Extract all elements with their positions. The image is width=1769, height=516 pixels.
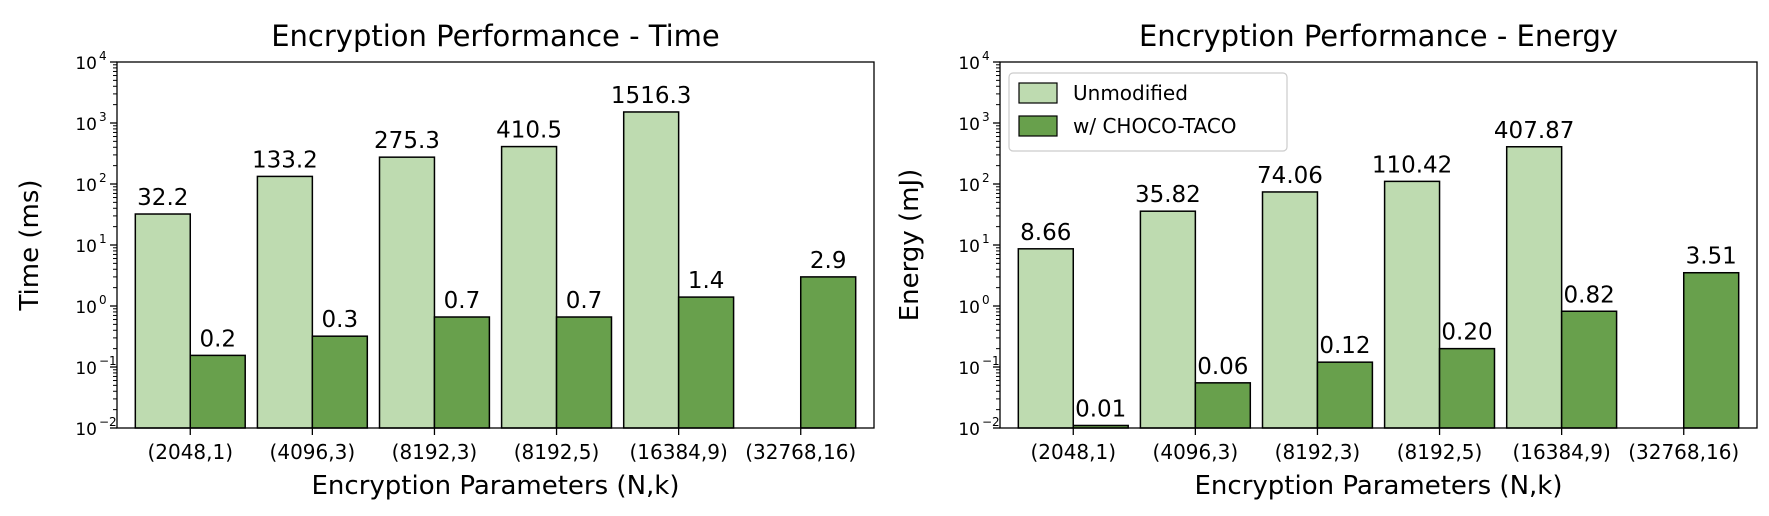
legend-label: Unmodified — [1073, 81, 1188, 105]
bar — [1560, 310, 1618, 429]
y-tick-exponent: 3 — [99, 110, 107, 124]
bar — [555, 316, 613, 429]
y-axis-label: Energy (mJ) — [895, 169, 925, 322]
data-label: 2.9 — [810, 248, 847, 274]
x-tick-label: (4096,3) — [270, 440, 356, 464]
data-label: 407.87 — [1494, 118, 1574, 144]
y-tick-exponent: −2 — [99, 415, 117, 429]
bar — [1017, 248, 1075, 429]
y-tick-exponent: 1 — [982, 232, 990, 246]
y-tick-exponent: 4 — [982, 49, 990, 63]
y-tick-label: 10 — [958, 298, 980, 318]
x-tick-label: (8192,5) — [514, 440, 600, 464]
data-label: 1.4 — [688, 268, 725, 294]
y-tick-label: 10 — [75, 298, 97, 318]
data-label: 74.06 — [1257, 163, 1323, 189]
data-label: 133.2 — [252, 147, 318, 173]
x-axis-label: Encryption Parameters (N,k) — [1195, 471, 1563, 501]
x-axis-label: Encryption Parameters (N,k) — [312, 471, 680, 501]
bar — [134, 213, 192, 429]
bar — [1139, 210, 1197, 429]
y-tick-label: 10 — [75, 237, 97, 257]
y-tick-label: 10 — [958, 359, 980, 379]
bar — [1505, 146, 1563, 429]
bar — [677, 296, 735, 429]
chart-panel-2: Encryption Performance - Energy 8.66 35.82… — [895, 19, 1758, 501]
data-label: 3.51 — [1686, 244, 1737, 270]
x-tick-label: (16384,9) — [629, 440, 727, 464]
bar — [1316, 361, 1374, 429]
data-label: 0.20 — [1441, 320, 1492, 346]
y-tick-exponent: −2 — [982, 415, 1000, 429]
bar — [1194, 382, 1252, 429]
bar — [311, 335, 369, 429]
data-label: 0.12 — [1319, 333, 1370, 359]
legend-swatch — [1018, 82, 1058, 104]
x-tick-label: (16384,9) — [1512, 440, 1610, 464]
chart-panel-1: Encryption Performance - Time 32.2 133.2 27… — [15, 19, 875, 501]
data-label: 275.3 — [374, 128, 440, 154]
legend-swatch — [1018, 115, 1058, 137]
legend-box — [1008, 72, 1288, 152]
legend-label: w/ CHOCO-TACO — [1073, 114, 1237, 138]
bar — [378, 156, 436, 429]
bar — [256, 175, 314, 429]
y-tick-label: 10 — [75, 54, 97, 74]
y-tick-label: 10 — [958, 115, 980, 135]
data-label: 110.42 — [1372, 152, 1452, 178]
y-tick-exponent: −1 — [99, 354, 117, 368]
bar — [500, 145, 558, 429]
data-label: 0.3 — [322, 307, 359, 333]
y-tick-label: 10 — [958, 176, 980, 196]
y-tick-label: 10 — [75, 359, 97, 379]
data-label: 0.06 — [1197, 354, 1248, 380]
data-label: 32.2 — [137, 185, 188, 211]
bar — [799, 276, 857, 429]
x-tick-label: (8192,5) — [1397, 440, 1483, 464]
y-tick-exponent: 1 — [99, 232, 107, 246]
y-tick-exponent: 2 — [982, 171, 990, 185]
data-label: 0.7 — [566, 288, 603, 314]
y-tick-label: 10 — [75, 420, 97, 440]
y-tick-label: 10 — [958, 237, 980, 257]
x-tick-label: (32768,16) — [1628, 440, 1739, 464]
y-tick-exponent: 2 — [99, 171, 107, 185]
data-label: 8.66 — [1020, 220, 1071, 246]
bar — [1682, 271, 1740, 429]
x-tick-label: (2048,1) — [1030, 440, 1116, 464]
bar — [433, 316, 491, 429]
y-tick-label: 10 — [958, 54, 980, 74]
bar — [1383, 180, 1441, 429]
data-label: 0.01 — [1075, 396, 1126, 422]
y-tick-exponent: −1 — [982, 354, 1000, 368]
y-tick-exponent: 0 — [982, 293, 990, 307]
data-label: 35.82 — [1135, 182, 1201, 208]
y-tick-label: 10 — [958, 420, 980, 440]
y-tick-label: 10 — [75, 115, 97, 135]
x-tick-label: (32768,16) — [745, 440, 856, 464]
bar — [1438, 347, 1496, 429]
legend: Unmodified w/ CHOCO-TACO — [1008, 72, 1288, 152]
data-label: 0.2 — [199, 326, 236, 352]
data-label: 0.7 — [444, 288, 481, 314]
x-tick-label: (8192,3) — [392, 440, 478, 464]
bar — [189, 354, 246, 429]
chart-title: Encryption Performance - Energy — [1139, 19, 1618, 53]
data-label: 0.82 — [1564, 282, 1615, 308]
x-tick-label: (8192,3) — [1275, 440, 1361, 464]
bar — [1261, 191, 1319, 429]
y-tick-label: 10 — [75, 176, 97, 196]
bar — [622, 111, 680, 429]
y-tick-exponent: 4 — [99, 49, 107, 63]
x-tick-label: (2048,1) — [147, 440, 233, 464]
chart-title: Encryption Performance - Time — [271, 19, 720, 53]
y-tick-exponent: 0 — [99, 293, 107, 307]
x-tick-label: (4096,3) — [1153, 440, 1239, 464]
y-tick-exponent: 3 — [982, 110, 990, 124]
data-label: 410.5 — [496, 118, 562, 144]
y-axis-label: Time (ms) — [15, 179, 45, 311]
data-label: 1516.3 — [611, 83, 691, 109]
